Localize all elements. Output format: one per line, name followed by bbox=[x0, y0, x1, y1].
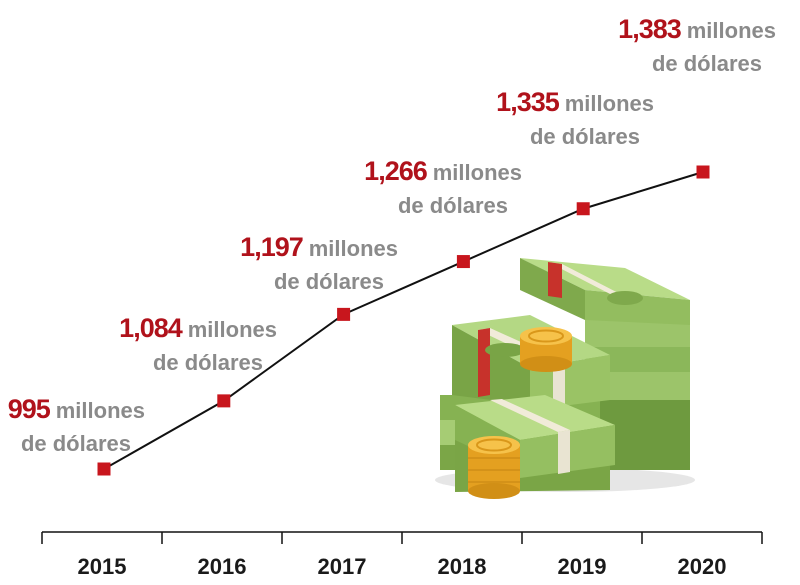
x-tick-label: 2019 bbox=[558, 554, 607, 579]
data-label-value: 1,197 bbox=[240, 232, 303, 262]
data-point bbox=[97, 462, 111, 476]
data-point bbox=[576, 202, 590, 216]
data-label: 1,084 millones bbox=[119, 313, 277, 343]
data-label: 1,266 millones bbox=[364, 156, 522, 186]
data-label: 1,197 millones bbox=[240, 232, 398, 262]
data-label-unit: millones bbox=[565, 91, 654, 116]
data-label-unit-line2: de dólares bbox=[652, 51, 762, 76]
data-label: 1,383 millones bbox=[618, 14, 776, 44]
data-label-unit: millones bbox=[56, 398, 145, 423]
x-tick-label: 2020 bbox=[678, 554, 727, 579]
series-line bbox=[103, 171, 704, 470]
x-tick-label: 2018 bbox=[438, 554, 487, 579]
data-label-unit: millones bbox=[433, 160, 522, 185]
data-label-value: 995 bbox=[8, 394, 51, 424]
data-label: 995 millones bbox=[8, 394, 145, 424]
data-label-unit-line2: de dólares bbox=[398, 193, 508, 218]
data-label-unit-line2: de dólares bbox=[274, 269, 384, 294]
x-tick-label: 2017 bbox=[318, 554, 367, 579]
data-point bbox=[696, 165, 710, 179]
data-label-unit: millones bbox=[687, 18, 776, 43]
data-label-unit-line2: de dólares bbox=[153, 350, 263, 375]
data-label-unit-line2: de dólares bbox=[530, 124, 640, 149]
data-label: 1,335 millones bbox=[496, 87, 654, 117]
data-label-unit: millones bbox=[309, 236, 398, 261]
x-tick-label: 2015 bbox=[78, 554, 127, 579]
data-point bbox=[337, 307, 351, 321]
money-stack-coins-icon bbox=[435, 258, 695, 499]
x-tick-label: 2016 bbox=[198, 554, 247, 579]
data-point bbox=[456, 255, 470, 269]
data-label-unit: millones bbox=[188, 317, 277, 342]
data-label-value: 1,383 bbox=[618, 14, 682, 44]
data-label-value: 1,084 bbox=[119, 313, 183, 343]
data-point bbox=[217, 394, 231, 408]
data-label-unit-line2: de dólares bbox=[21, 431, 131, 456]
data-label-value: 1,266 bbox=[364, 156, 428, 186]
data-label-value: 1,335 bbox=[496, 87, 560, 117]
